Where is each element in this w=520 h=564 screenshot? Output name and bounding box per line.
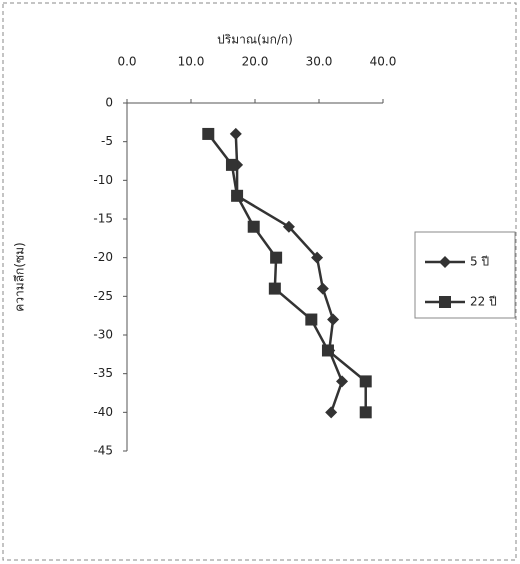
data-point <box>322 344 334 356</box>
x-tick-label: 40.0 <box>370 55 397 69</box>
legend-label: 5 ปี <box>470 255 489 269</box>
x-tick-label: 0.0 <box>117 55 136 69</box>
y-tick-label: -30 <box>93 328 113 342</box>
data-point <box>360 375 372 387</box>
data-point <box>230 128 242 140</box>
y-tick-label: -5 <box>101 134 113 148</box>
data-point <box>325 406 337 418</box>
chart: ปริมาณ(มก/ก) ความลึก(ซม) 0.0 10.0 20.0 30.0… <box>0 0 520 564</box>
x-axis-title: ปริมาณ(มก/ก) <box>217 33 293 47</box>
y-tick-label: -25 <box>93 289 113 303</box>
y-tick-label: -20 <box>93 250 113 264</box>
series-line <box>208 134 365 412</box>
data-point <box>336 375 348 387</box>
x-tick-label: 10.0 <box>178 55 205 69</box>
data-point <box>327 314 339 326</box>
data-point <box>231 190 243 202</box>
data-point <box>270 252 282 264</box>
data-point <box>226 159 238 171</box>
y-axis-title: ความลึก(ซม) <box>13 242 27 311</box>
series-line <box>236 134 342 412</box>
x-tick-label: 20.0 <box>242 55 269 69</box>
legend-marker <box>439 296 451 308</box>
data-point <box>202 128 214 140</box>
y-tick-label: -40 <box>93 405 113 419</box>
y-tick-label: -45 <box>93 444 113 458</box>
y-tick-label: -10 <box>93 173 113 187</box>
data-point <box>360 406 372 418</box>
y-tick-label: -15 <box>93 212 113 226</box>
data-point <box>317 283 329 295</box>
data-point <box>248 221 260 233</box>
legend-label: 22 ปี <box>470 295 497 309</box>
data-point <box>305 314 317 326</box>
data-point <box>269 283 281 295</box>
legend-box <box>415 232 515 318</box>
y-tick-label: -35 <box>93 366 113 380</box>
y-tick-label: 0 <box>105 96 113 110</box>
x-tick-label: 30.0 <box>306 55 333 69</box>
